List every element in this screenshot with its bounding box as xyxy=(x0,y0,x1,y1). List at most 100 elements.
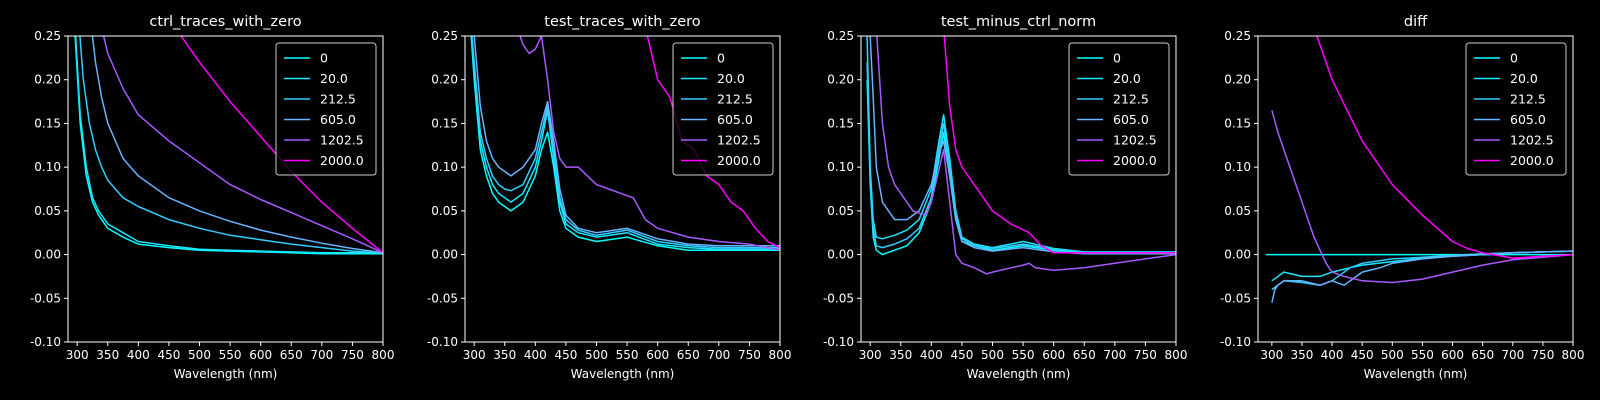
x-tick-label: 400 xyxy=(1321,348,1344,362)
panel-test-traces: test_traces_with_zero Wavelength (nm) 30… xyxy=(427,14,792,381)
y-tick-label: 0.10 xyxy=(1224,160,1251,174)
legend-label: 0 xyxy=(717,51,725,66)
x-tick-label: 500 xyxy=(188,348,211,362)
series-lines xyxy=(866,36,1176,275)
y-tick-label: -0.05 xyxy=(823,291,854,305)
y-tick-label: 0.10 xyxy=(827,160,854,174)
series-line-0 xyxy=(74,36,383,255)
x-tick-label: 550 xyxy=(616,348,639,362)
x-tick-label: 650 xyxy=(280,348,303,362)
x-tick-label: 350 xyxy=(1291,348,1314,362)
legend: 0 20.0 212.5 605.0 1202.5 2000.0 xyxy=(1465,42,1567,176)
legend-box xyxy=(275,42,377,176)
x-tick-label: 450 xyxy=(554,348,577,362)
series-line-605.0 xyxy=(91,36,383,254)
legend-label: 2000.0 xyxy=(320,153,364,168)
series-line-2000.0 xyxy=(943,36,1176,254)
panel-title: test_minus_ctrl_norm xyxy=(941,14,1096,30)
legend-label: 212.5 xyxy=(1113,92,1149,107)
y-tick-label: 0.05 xyxy=(431,204,458,218)
x-tick-label: 800 xyxy=(372,348,395,362)
legend-label: 2000.0 xyxy=(1113,153,1157,168)
axes-frame xyxy=(464,35,781,343)
legend-label: 20.0 xyxy=(717,71,745,86)
y-tick-label: -0.10 xyxy=(30,335,61,349)
y-tick-label: 0.15 xyxy=(827,116,854,130)
legend: 0 20.0 212.5 605.0 1202.5 2000.0 xyxy=(275,42,377,176)
x-tick-label: 750 xyxy=(1134,348,1157,362)
y-tick-label: 0.15 xyxy=(1224,116,1251,130)
series-line-2000.0 xyxy=(646,36,780,249)
panel-title: ctrl_traces_with_zero xyxy=(149,14,301,30)
x-tick-label: 700 xyxy=(707,348,730,362)
x-tick-label: 800 xyxy=(769,348,792,362)
legend-box xyxy=(1068,42,1170,176)
x-tick-label: 500 xyxy=(585,348,608,362)
legend-label: 1202.5 xyxy=(717,133,761,148)
x-tick-label: 650 xyxy=(1471,348,1494,362)
y-tick-label: 0.05 xyxy=(1224,204,1251,218)
x-tick-label: 500 xyxy=(1381,348,1404,362)
panel-ctrl-traces: ctrl_traces_with_zero Wavelength (nm) 30… xyxy=(30,14,395,381)
axes-frame xyxy=(860,35,1177,343)
x-tick-label: 450 xyxy=(1351,348,1374,362)
x-tick-label: 550 xyxy=(1012,348,1035,362)
legend-label: 212.5 xyxy=(1510,92,1546,107)
x-tick-label: 300 xyxy=(1260,348,1283,362)
y-tick-label: 0.25 xyxy=(34,29,61,43)
series-lines xyxy=(1265,36,1573,303)
series-line-20.0 xyxy=(74,36,383,254)
legend-box xyxy=(672,42,774,176)
x-tick-label: 500 xyxy=(981,348,1004,362)
y-tick-label: -0.10 xyxy=(427,335,458,349)
y-tick-label: 0.10 xyxy=(34,160,61,174)
x-tick-label: 800 xyxy=(1165,348,1188,362)
series-line-1202.5 xyxy=(876,36,1176,275)
y-tick-label: 0.00 xyxy=(34,248,61,262)
y-tick-label: 0.25 xyxy=(1224,29,1251,43)
axis-ticks: 300 350 400 450 500 550 600 650 700 750 800 -0.10 -0… xyxy=(1220,29,1585,362)
legend-label: 2000.0 xyxy=(1510,153,1554,168)
legend-label: 0 xyxy=(320,51,328,66)
y-tick-label: -0.05 xyxy=(1220,291,1251,305)
x-tick-label: 300 xyxy=(66,348,89,362)
x-tick-label: 700 xyxy=(310,348,333,362)
series-line-1202.5 xyxy=(102,36,383,254)
x-tick-label: 600 xyxy=(646,348,669,362)
legend-label: 20.0 xyxy=(1510,71,1538,86)
x-tick-label: 450 xyxy=(950,348,973,362)
legend-label: 605.0 xyxy=(320,112,356,127)
legend: 0 20.0 212.5 605.0 1202.5 2000.0 xyxy=(1068,42,1170,176)
y-tick-label: 0.05 xyxy=(34,204,61,218)
x-tick-label: 450 xyxy=(157,348,180,362)
panel-title: test_traces_with_zero xyxy=(544,14,701,30)
x-tick-label: 300 xyxy=(463,348,486,362)
y-tick-label: 0.00 xyxy=(431,248,458,262)
legend-label: 212.5 xyxy=(320,92,356,107)
x-tick-label: 700 xyxy=(1501,348,1524,362)
legend-label: 0 xyxy=(1113,51,1121,66)
x-tick-label: 650 xyxy=(677,348,700,362)
y-tick-label: 0.20 xyxy=(1224,73,1251,87)
y-tick-label: 0.10 xyxy=(431,160,458,174)
panel-test-minus-ctrl: test_minus_ctrl_norm Wavelength (nm) 300… xyxy=(823,14,1188,381)
x-tick-label: 750 xyxy=(1531,348,1554,362)
x-tick-label: 800 xyxy=(1562,348,1585,362)
legend-label: 1202.5 xyxy=(1113,133,1157,148)
x-tick-label: 750 xyxy=(738,348,761,362)
x-tick-label: 700 xyxy=(1103,348,1126,362)
y-tick-label: 0.20 xyxy=(827,73,854,87)
series-line-212.5 xyxy=(866,62,1176,254)
x-tick-label: 650 xyxy=(1073,348,1096,362)
x-axis-label: Wavelength (nm) xyxy=(174,367,278,381)
legend-label: 212.5 xyxy=(717,92,753,107)
legend-label: 2000.0 xyxy=(717,153,761,168)
legend: 0 20.0 212.5 605.0 1202.5 2000.0 xyxy=(672,42,774,176)
x-tick-label: 350 xyxy=(96,348,119,362)
panel-title: diff xyxy=(1404,14,1428,30)
legend-label: 0 xyxy=(1510,51,1518,66)
series-line-1202.5 xyxy=(519,36,780,251)
series-line-2000.0 xyxy=(1316,36,1573,259)
